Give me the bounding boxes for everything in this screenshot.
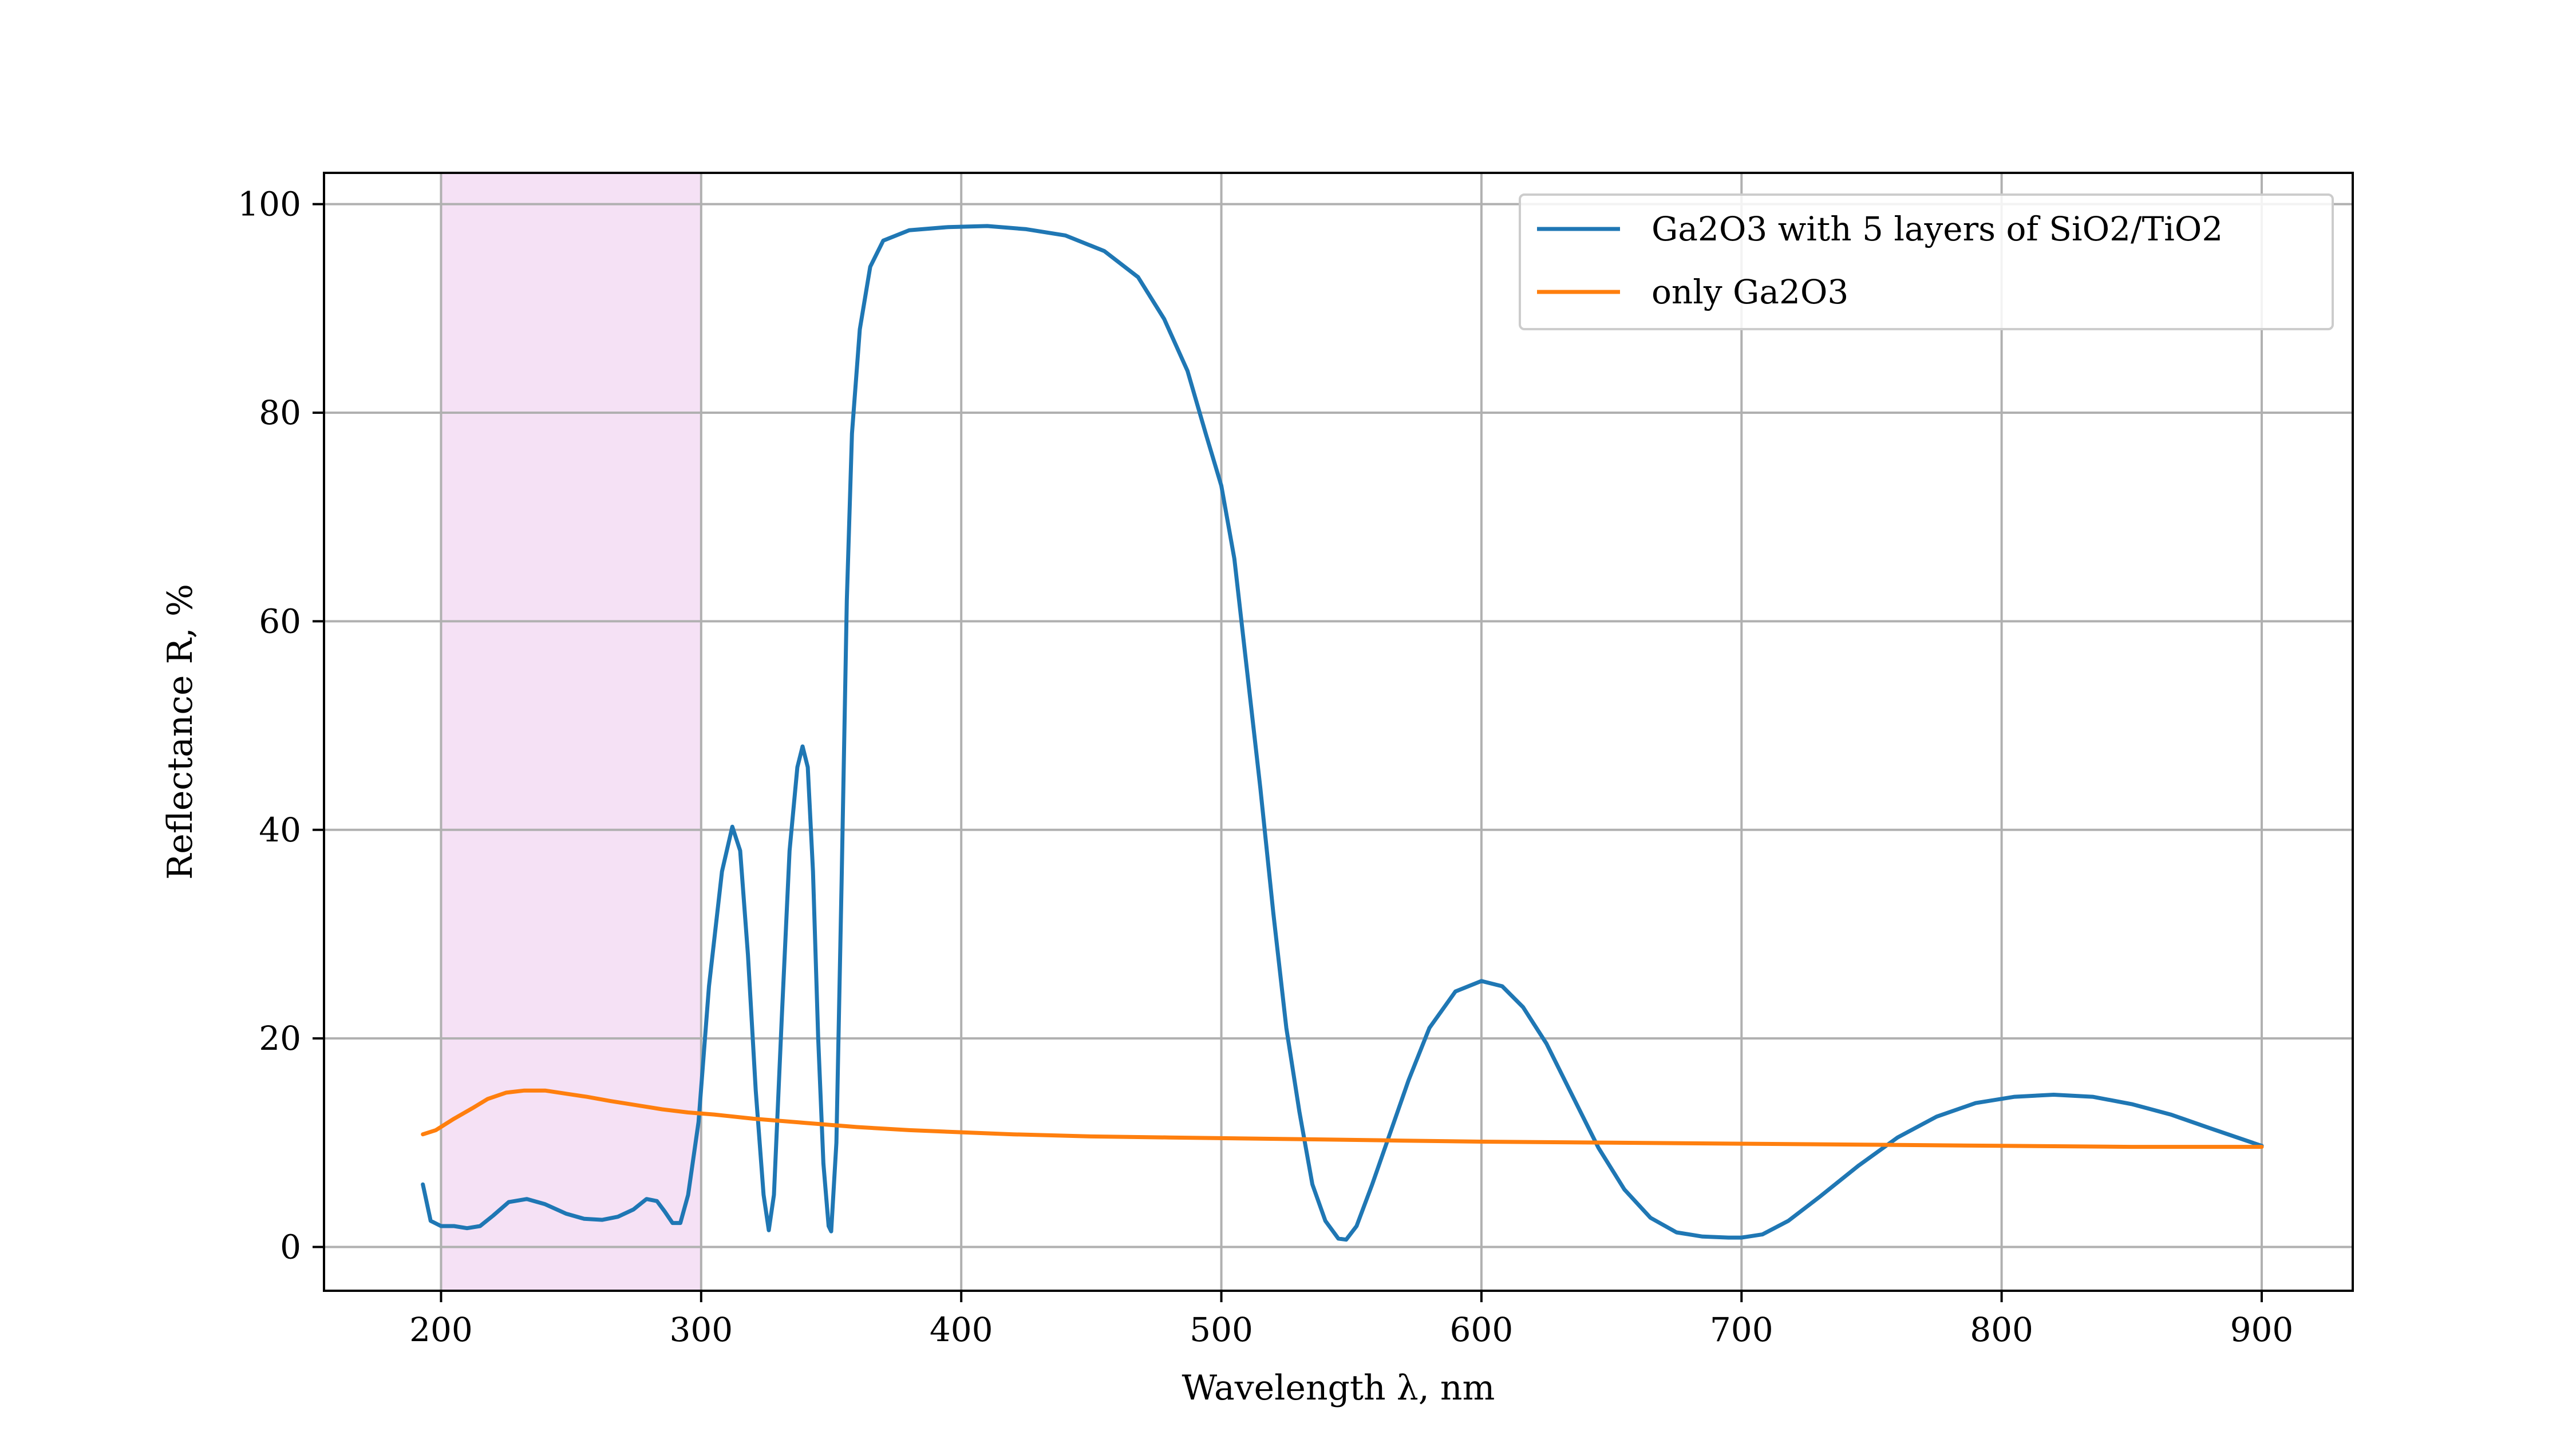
y-axis: 0 20 40 60 80 100 [238, 185, 324, 1266]
grid-lines [324, 173, 2353, 1291]
y-tick-label-40: 40 [259, 811, 301, 849]
x-axis-title: Wavelength λ, nm [1182, 1368, 1495, 1408]
series-line-1 [421, 224, 2264, 1242]
legend-items: Ga2O3 with 5 layers of SiO2/TiO2 only Ga2… [1537, 209, 2223, 311]
y-tick-label-100: 100 [238, 185, 301, 224]
y-tick-label-60: 60 [259, 602, 301, 641]
legend-box [1519, 193, 2334, 330]
y-tick-label-20: 20 [259, 1019, 301, 1058]
x-axis: 200 300 400 500 600 700 800 900 [409, 1291, 2293, 1349]
series-layer [421, 224, 2264, 1242]
x-tick-label-700: 700 [1710, 1310, 1773, 1349]
x-tick-label-600: 600 [1450, 1310, 1514, 1349]
x-tick-label-400: 400 [930, 1310, 993, 1349]
x-tick-label-900: 900 [2230, 1310, 2294, 1349]
x-tick-label-200: 200 [409, 1310, 473, 1349]
x-tick-label-500: 500 [1190, 1310, 1253, 1349]
axes-frame [323, 172, 2354, 1292]
shaded-uv-region [441, 173, 701, 1291]
x-tick-label-800: 800 [1970, 1310, 2033, 1349]
y-axis-title: Reflectance R, % [160, 584, 200, 880]
legend-label-2: only Ga2O3 [1652, 272, 1848, 311]
series-line-2 [421, 1088, 2264, 1149]
y-tick-label-80: 80 [259, 393, 301, 432]
x-tick-label-300: 300 [669, 1310, 733, 1349]
legend-label-1: Ga2O3 with 5 layers of SiO2/TiO2 [1652, 209, 2223, 248]
y-tick-label-0: 0 [280, 1227, 301, 1266]
legend: Ga2O3 with 5 layers of SiO2/TiO2 only Ga2… [1519, 193, 2334, 330]
